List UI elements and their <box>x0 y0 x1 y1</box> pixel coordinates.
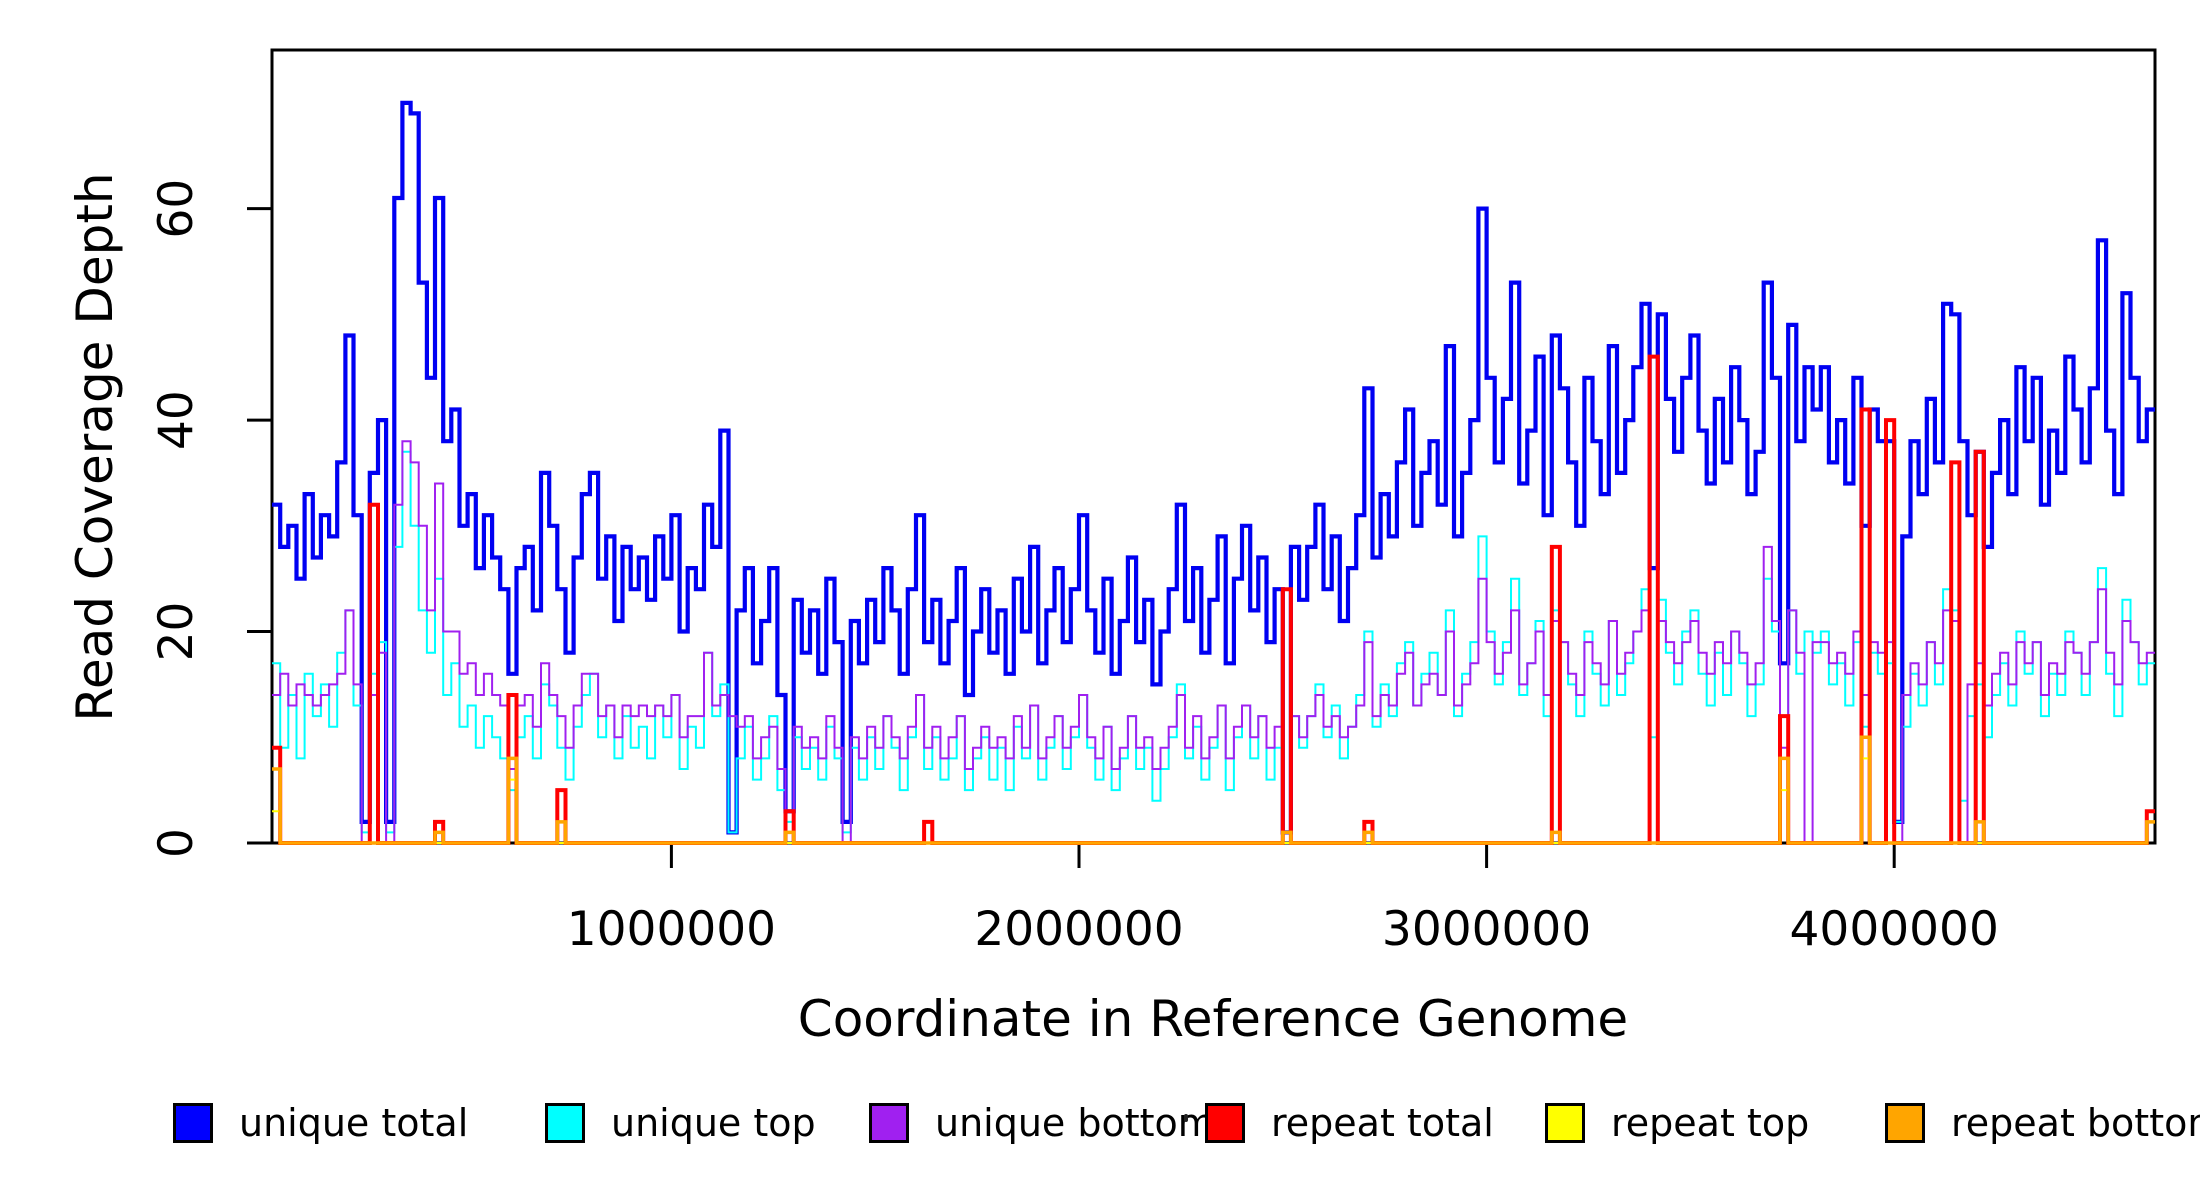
unique-bottom-swatch <box>869 1103 909 1143</box>
unique-top-series <box>272 450 2155 834</box>
unique-top-label: unique top <box>611 1101 816 1145</box>
repeat-bottom-label: repeat bottom <box>1951 1101 2200 1145</box>
legend-item-repeat-total: repeat total <box>1205 1100 1494 1146</box>
y-tick-label: 20 <box>149 602 204 662</box>
repeat-total-swatch <box>1205 1103 1245 1143</box>
y-tick-label: 0 <box>149 828 204 858</box>
unique-total-series <box>272 100 2155 835</box>
x-tick-label: 3000000 <box>1382 902 1591 957</box>
x-tick-label: 1000000 <box>567 902 776 957</box>
repeat-bottom-series <box>272 735 2155 845</box>
y-tick-label: 60 <box>149 179 204 239</box>
repeat-top-swatch <box>1545 1103 1585 1143</box>
legend-item-unique-total: unique total <box>173 1100 468 1146</box>
stray-mark <box>1184 1114 1188 1122</box>
legend-item-repeat-top: repeat top <box>1545 1100 1809 1146</box>
unique-total-label: unique total <box>239 1101 469 1145</box>
x-tick-label: 4000000 <box>1790 902 1999 957</box>
unique-bottom-series <box>272 440 2155 844</box>
x-tick-label: 2000000 <box>974 902 1183 957</box>
unique-total-swatch <box>173 1103 213 1143</box>
repeat-bottom-swatch <box>1885 1103 1925 1143</box>
x-axis-title: Coordinate in Reference Genome <box>797 990 1629 1048</box>
y-axis-title: Read Coverage Depth <box>66 172 124 722</box>
repeat-top-series <box>272 757 2155 844</box>
plot-box <box>270 48 2157 845</box>
repeat-total-label: repeat total <box>1271 1101 1494 1145</box>
unique-top-swatch <box>545 1103 585 1143</box>
legend-item-unique-top: unique top <box>545 1100 816 1146</box>
legend-item-repeat-bottom: repeat bottom <box>1885 1100 2200 1146</box>
unique-bottom-label: unique bottom <box>935 1101 1215 1145</box>
repeat-top-label: repeat top <box>1611 1101 1810 1145</box>
legend-item-unique-bottom: unique bottom <box>869 1100 1215 1146</box>
y-tick-label: 40 <box>149 390 204 450</box>
